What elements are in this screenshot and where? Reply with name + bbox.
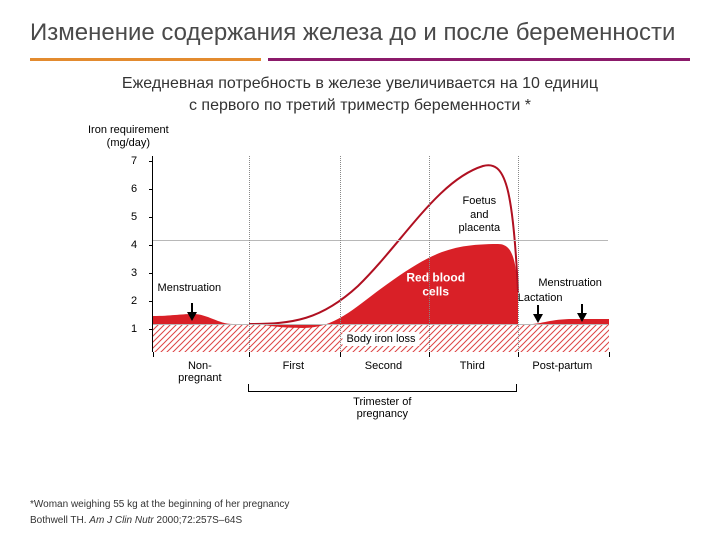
- lactation-label: Lactation: [518, 292, 563, 305]
- red-blood-cells-label: Red bloodcells: [406, 271, 465, 300]
- gridline: [153, 324, 608, 325]
- rule-seg-gap: [261, 58, 268, 61]
- y-tick: 2: [131, 295, 137, 307]
- title-rule: [30, 58, 690, 61]
- x-divider: [518, 156, 519, 351]
- x-tick: [609, 352, 610, 357]
- y-tick: 5: [131, 211, 137, 223]
- x-tick: [153, 352, 154, 357]
- arrow-down-icon: [187, 312, 197, 321]
- y-tick: 1: [131, 323, 137, 335]
- subtitle-line1: Ежедневная потребность в железе увеличив…: [122, 75, 598, 92]
- x-divider: [429, 156, 430, 351]
- rule-seg-orange: [30, 58, 261, 61]
- gridline: [153, 240, 608, 241]
- y-tick: 6: [131, 183, 137, 195]
- x-tick: [518, 352, 519, 357]
- menstruation-label-left: Menstruation: [158, 282, 222, 295]
- y-tick: 7: [131, 155, 137, 167]
- arrow-down-icon: [577, 313, 587, 322]
- citation-journal: Am J Clin Nutr: [89, 515, 153, 526]
- y-title-l1: Iron requirement: [88, 124, 169, 136]
- x-divider: [340, 156, 341, 351]
- chart: Iron requirement (mg/day) 1234567Body ir…: [90, 128, 630, 428]
- plot-area: 1234567Body iron lossRed bloodcellsFoetu…: [152, 156, 608, 352]
- footnote: *Woman weighing 55 kg at the beginning o…: [30, 499, 289, 510]
- y-axis-title: Iron requirement (mg/day): [88, 124, 169, 150]
- subtitle: Ежедневная потребность в железе увеличив…: [0, 61, 720, 122]
- slide-title: Изменение содержания железа до и после б…: [0, 0, 720, 58]
- x-tick-label: Third: [460, 360, 485, 372]
- x-tick: [429, 352, 430, 357]
- citation: Bothwell TH. Am J Clin Nutr 2000;72:257S…: [30, 515, 242, 526]
- rule-seg-purple: [268, 58, 690, 61]
- citation-rest: 2000;72:257S–64S: [154, 515, 242, 526]
- menstruation-label-right: Menstruation: [538, 277, 602, 290]
- x-tick: [249, 352, 250, 357]
- arrow-down-icon: [533, 314, 543, 323]
- x-tick-label: Second: [365, 360, 402, 372]
- trimester-label: Trimester ofpregnancy: [353, 396, 411, 420]
- x-tick-label: First: [283, 360, 304, 372]
- x-tick-label: Post-partum: [532, 360, 592, 372]
- y-tick: 4: [131, 239, 137, 251]
- y-title-l2: (mg/day): [107, 137, 150, 149]
- y-tick: 3: [131, 267, 137, 279]
- foetus-placenta-label: Foetusandplacenta: [459, 195, 501, 235]
- x-tick-label: Non- pregnant: [178, 360, 221, 384]
- x-divider: [249, 156, 250, 351]
- subtitle-line2: с первого по третий триместр беременност…: [189, 97, 531, 114]
- trimester-bracket: [248, 384, 517, 392]
- x-tick: [340, 352, 341, 357]
- body-iron-loss-label: Body iron loss: [342, 332, 419, 346]
- citation-author: Bothwell TH.: [30, 515, 89, 526]
